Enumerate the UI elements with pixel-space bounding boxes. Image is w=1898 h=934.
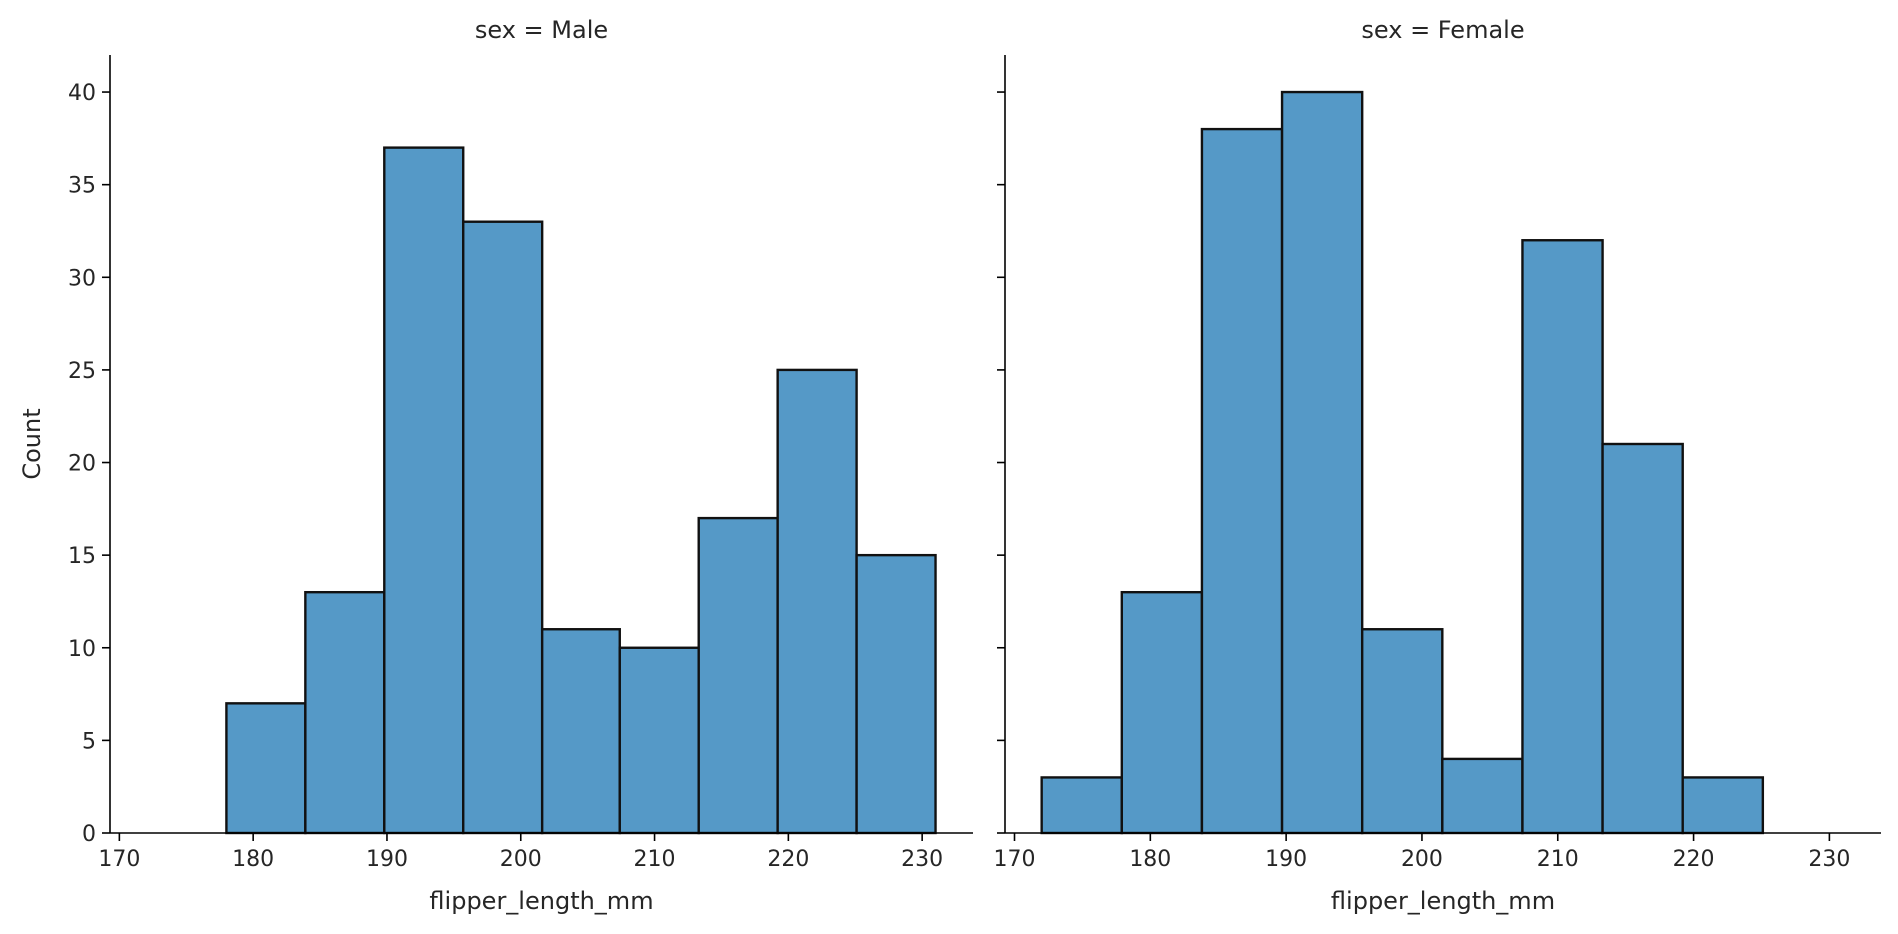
histogram-bar xyxy=(1601,442,1684,835)
y-tick-label: 15 xyxy=(68,544,96,569)
histogram-bar xyxy=(540,628,621,835)
histogram-bar xyxy=(1040,776,1124,835)
x-tick-label: 200 xyxy=(1401,847,1443,872)
panel-title: sex = Male xyxy=(475,16,608,44)
x-tick-label: 200 xyxy=(500,847,542,872)
x-tick-label: 210 xyxy=(1537,847,1579,872)
y-tick-label: 35 xyxy=(68,174,96,199)
y-tick-label: 30 xyxy=(68,266,96,291)
x-tick-label: 170 xyxy=(98,847,140,872)
x-tick-label: 190 xyxy=(366,847,408,872)
y-axis-label: Count xyxy=(18,408,46,479)
histogram-bar xyxy=(1280,90,1364,835)
x-tick-label: 220 xyxy=(767,847,809,872)
y-tick-label: 25 xyxy=(68,359,96,384)
y-tick-label: 40 xyxy=(68,81,96,106)
x-tick-label: 230 xyxy=(1808,847,1850,872)
x-tick-label: 210 xyxy=(634,847,676,872)
y-tick-label: 20 xyxy=(68,452,96,477)
histogram-bar xyxy=(1120,590,1204,835)
histogram-bar xyxy=(383,146,465,835)
y-tick-label: 10 xyxy=(68,637,96,662)
x-tick-label: 180 xyxy=(1129,847,1171,872)
x-axis-label: flipper_length_mm xyxy=(1331,887,1555,915)
histogram-bar xyxy=(618,646,700,835)
histogram-bar xyxy=(225,702,307,835)
histogram-bar xyxy=(776,368,858,835)
histogram-bar xyxy=(304,590,386,835)
histogram-bar xyxy=(1521,239,1604,835)
x-tick-label: 220 xyxy=(1673,847,1715,872)
x-axis-label: flipper_length_mm xyxy=(429,887,653,915)
histogram-bar xyxy=(1681,776,1765,835)
histogram-bar xyxy=(697,516,779,835)
x-tick-label: 190 xyxy=(1265,847,1307,872)
histogram-bar xyxy=(855,553,937,835)
histogram-bar xyxy=(1200,127,1284,835)
panel-title: sex = Female xyxy=(1361,16,1524,44)
histogram-bar xyxy=(462,220,544,835)
y-tick-label: 5 xyxy=(82,729,96,754)
histogram-bar xyxy=(1441,757,1524,835)
y-tick-label: 0 xyxy=(82,822,96,847)
x-tick-label: 230 xyxy=(901,847,943,872)
x-tick-label: 170 xyxy=(994,847,1036,872)
histogram-bar xyxy=(1360,628,1444,835)
x-tick-label: 180 xyxy=(232,847,274,872)
